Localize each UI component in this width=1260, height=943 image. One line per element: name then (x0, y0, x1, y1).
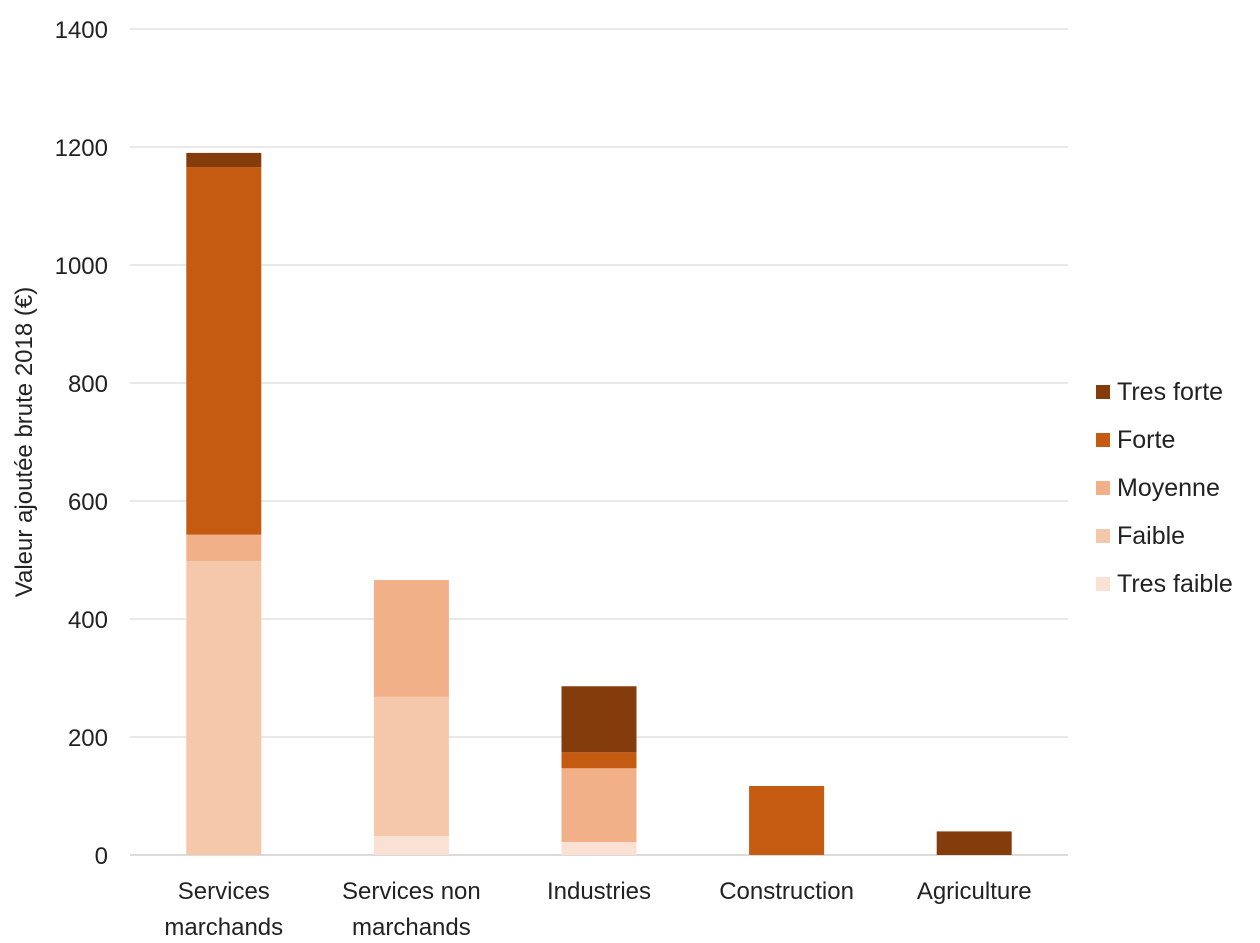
bar-segment (186, 561, 262, 855)
legend-label: Moyenne (1117, 473, 1220, 502)
y-tick-label: 1400 (55, 17, 108, 44)
legend-swatch (1096, 577, 1110, 591)
y-tick-label: 400 (68, 607, 108, 634)
legend-label: Faible (1117, 521, 1186, 550)
y-axis-title: Valeur ajoutée brute 2018 (€) (11, 287, 38, 597)
bars (186, 152, 1012, 855)
x-tick-label: Agriculture (917, 878, 1032, 905)
y-axis-ticks: 0 200 400 600 800 1000 1200 1400 (55, 17, 108, 870)
legend-item: Faible (1096, 512, 1233, 560)
bar-segment (561, 842, 637, 855)
bar-segment (561, 752, 637, 769)
x-tick-label: Services non marchands (342, 878, 481, 941)
bar-segment (186, 152, 262, 168)
bar-segment (186, 534, 262, 562)
y-tick-label: 200 (68, 725, 108, 752)
legend-swatch (1096, 385, 1110, 399)
legend-item: Moyenne (1096, 464, 1233, 512)
legend-swatch (1096, 433, 1110, 447)
y-tick-label: 600 (68, 489, 108, 516)
y-tick-label: 0 (95, 843, 108, 870)
y-tick-label: 800 (68, 371, 108, 398)
x-tick-label: Services marchands (164, 878, 283, 941)
legend-label: Tres forte (1117, 377, 1224, 406)
bar-segment (561, 686, 637, 753)
legend-swatch (1096, 481, 1110, 495)
legend-label: Forte (1117, 425, 1176, 454)
gridlines (130, 28, 1068, 856)
legend: Tres forte Forte Moyenne Faible Tres faible (1096, 368, 1233, 608)
legend-label: Tres faible (1117, 569, 1233, 598)
bar-segment (373, 836, 449, 855)
bar-segment (749, 785, 825, 855)
bar-segment (373, 580, 449, 697)
legend-item: Forte (1096, 416, 1233, 464)
legend-item: Tres faible (1096, 560, 1233, 608)
y-tick-label: 1200 (55, 135, 108, 162)
legend-item: Tres forte (1096, 368, 1233, 416)
bar-segment (186, 167, 262, 535)
x-tick-label: Construction (719, 878, 854, 905)
bar-segment (373, 696, 449, 837)
legend-swatch (1096, 529, 1110, 543)
bar-segment (936, 831, 1012, 855)
x-tick-label: Industries (547, 878, 651, 905)
x-axis-ticks: Services marchands Services non marchands In… (164, 878, 1031, 941)
y-tick-label: 1000 (55, 253, 108, 280)
bar-segment (561, 768, 637, 843)
